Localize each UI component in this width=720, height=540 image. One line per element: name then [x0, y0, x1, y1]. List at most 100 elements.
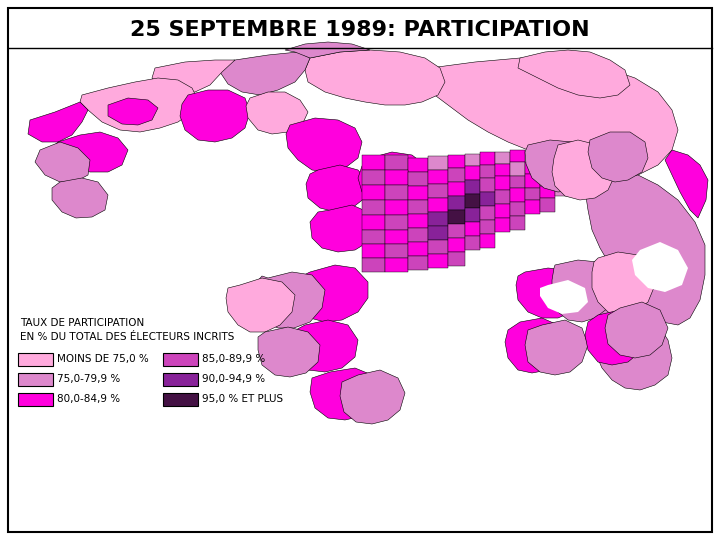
Polygon shape — [510, 150, 525, 162]
Polygon shape — [55, 132, 128, 172]
Polygon shape — [592, 282, 672, 390]
Polygon shape — [306, 165, 368, 212]
Polygon shape — [495, 190, 510, 204]
Polygon shape — [362, 170, 385, 185]
Polygon shape — [555, 184, 570, 196]
Polygon shape — [525, 200, 540, 214]
Polygon shape — [525, 140, 592, 192]
Polygon shape — [510, 176, 525, 188]
Polygon shape — [495, 218, 510, 232]
Polygon shape — [540, 280, 588, 314]
Polygon shape — [495, 164, 510, 176]
Polygon shape — [285, 42, 370, 58]
FancyBboxPatch shape — [163, 353, 198, 366]
Polygon shape — [510, 216, 525, 230]
Polygon shape — [588, 132, 648, 182]
Polygon shape — [310, 205, 375, 252]
Polygon shape — [632, 242, 688, 292]
Text: 25 SEPTEMBRE 1989: PARTICIPATION: 25 SEPTEMBRE 1989: PARTICIPATION — [130, 20, 590, 40]
Polygon shape — [362, 215, 385, 230]
Polygon shape — [362, 244, 385, 258]
Text: EN % DU TOTAL DES ÉLECTEURS INCRITS: EN % DU TOTAL DES ÉLECTEURS INCRITS — [20, 332, 235, 342]
Polygon shape — [428, 254, 448, 268]
Polygon shape — [448, 182, 465, 196]
Polygon shape — [220, 165, 295, 200]
Polygon shape — [258, 327, 320, 377]
Polygon shape — [362, 200, 385, 215]
Polygon shape — [540, 198, 555, 212]
Polygon shape — [310, 368, 378, 420]
Polygon shape — [180, 90, 250, 142]
Text: 85,0-89,9 %: 85,0-89,9 % — [202, 354, 265, 364]
Polygon shape — [385, 155, 408, 170]
Polygon shape — [428, 184, 448, 198]
Polygon shape — [525, 188, 540, 200]
Text: 80,0-84,9 %: 80,0-84,9 % — [57, 394, 120, 404]
Polygon shape — [525, 174, 540, 188]
Polygon shape — [385, 215, 408, 230]
Polygon shape — [408, 256, 428, 270]
FancyBboxPatch shape — [18, 353, 53, 366]
Polygon shape — [448, 168, 465, 182]
Polygon shape — [28, 102, 88, 142]
Polygon shape — [80, 78, 198, 132]
Text: MOINS DE 75,0 %: MOINS DE 75,0 % — [57, 354, 149, 364]
Polygon shape — [540, 174, 555, 186]
Polygon shape — [465, 154, 480, 166]
Polygon shape — [408, 242, 428, 256]
Polygon shape — [385, 200, 408, 215]
Polygon shape — [448, 224, 465, 238]
Polygon shape — [362, 155, 385, 170]
Polygon shape — [408, 158, 428, 172]
Polygon shape — [385, 258, 408, 272]
Polygon shape — [518, 50, 630, 98]
Polygon shape — [408, 228, 428, 242]
Polygon shape — [385, 244, 408, 258]
Polygon shape — [286, 118, 362, 172]
Polygon shape — [495, 152, 510, 164]
FancyBboxPatch shape — [163, 373, 198, 386]
Polygon shape — [428, 198, 448, 212]
Polygon shape — [510, 202, 525, 216]
Polygon shape — [448, 238, 465, 252]
FancyBboxPatch shape — [163, 393, 198, 406]
Polygon shape — [252, 272, 325, 328]
Polygon shape — [448, 196, 465, 210]
Polygon shape — [152, 60, 235, 92]
Polygon shape — [605, 302, 668, 358]
Polygon shape — [480, 192, 495, 206]
Polygon shape — [226, 278, 295, 332]
Polygon shape — [362, 230, 385, 244]
Text: TAUX DE PARTICIPATION: TAUX DE PARTICIPATION — [20, 318, 144, 328]
Polygon shape — [305, 50, 445, 105]
Polygon shape — [246, 92, 308, 134]
FancyBboxPatch shape — [18, 393, 53, 406]
Polygon shape — [510, 188, 525, 202]
Polygon shape — [540, 186, 555, 198]
Polygon shape — [448, 252, 465, 266]
Polygon shape — [358, 152, 428, 205]
Polygon shape — [362, 258, 385, 272]
Polygon shape — [428, 240, 448, 254]
Polygon shape — [552, 260, 615, 322]
Polygon shape — [428, 170, 448, 184]
Polygon shape — [408, 200, 428, 214]
Polygon shape — [585, 310, 645, 365]
Polygon shape — [35, 142, 90, 182]
Polygon shape — [385, 185, 408, 200]
Polygon shape — [395, 58, 678, 178]
Polygon shape — [480, 165, 495, 178]
Polygon shape — [465, 166, 480, 180]
Polygon shape — [408, 186, 428, 200]
Polygon shape — [525, 162, 540, 174]
Polygon shape — [585, 174, 705, 325]
Text: 90,0-94,9 %: 90,0-94,9 % — [202, 374, 265, 384]
Polygon shape — [465, 236, 480, 250]
Polygon shape — [495, 204, 510, 218]
Polygon shape — [592, 252, 655, 315]
Polygon shape — [480, 234, 495, 248]
Polygon shape — [552, 140, 615, 200]
Text: 75,0-79,9 %: 75,0-79,9 % — [57, 374, 120, 384]
Polygon shape — [290, 320, 358, 372]
Polygon shape — [495, 176, 510, 190]
